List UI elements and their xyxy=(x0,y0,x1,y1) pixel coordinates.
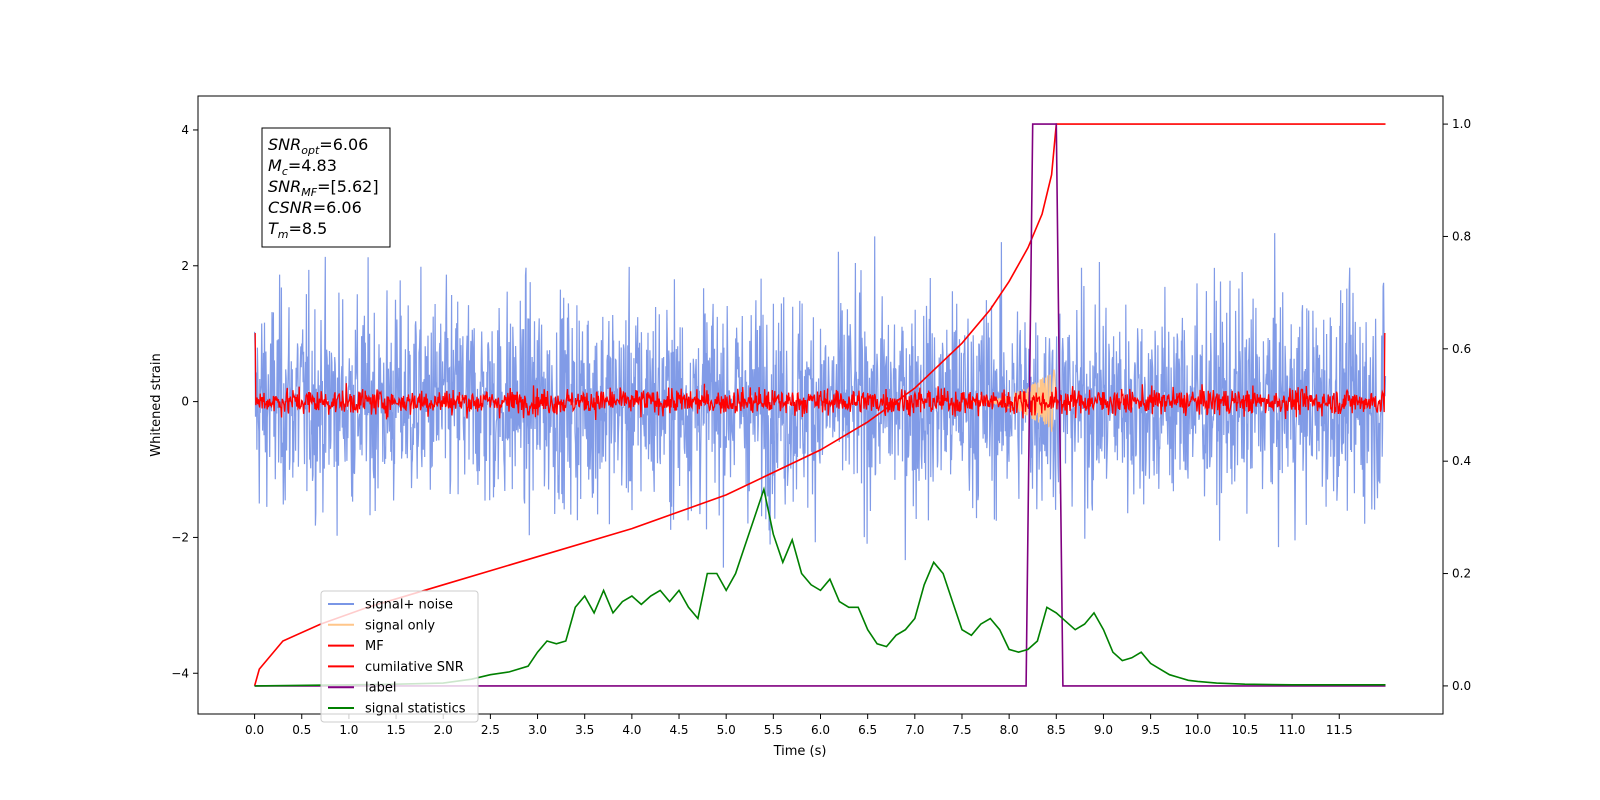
x-tick-label: 5.0 xyxy=(717,723,736,737)
x-tick-label: 10.5 xyxy=(1232,723,1259,737)
annotation-frame xyxy=(261,127,391,248)
x-tick-label: 0.5 xyxy=(292,723,311,737)
legend-frame xyxy=(320,590,479,723)
y-tick-label: 0 xyxy=(181,395,189,409)
series-signal-noise-line xyxy=(254,233,1387,568)
series-label-line xyxy=(254,123,1386,687)
legend-label: signal only xyxy=(365,618,435,633)
y2-tick-label: 1.0 xyxy=(1452,117,1471,131)
legend-label: signal+ noise xyxy=(365,598,453,613)
y-tick-label: −4 xyxy=(171,666,189,680)
y-tick-label: −2 xyxy=(171,530,189,544)
y2-tick-label: 0.0 xyxy=(1452,679,1471,693)
x-tick-label: 9.0 xyxy=(1094,723,1113,737)
x-tick-label: 11.5 xyxy=(1326,723,1353,737)
annotation-line: Mc=4.83 xyxy=(268,156,337,178)
y2-tick-label: 0.6 xyxy=(1452,342,1471,356)
annotation-line: Tm=8.5 xyxy=(268,219,327,241)
tick-group: 0.0 0.5 1.0 1.5 2.0 2.5 3.0 3.5 4.0 4.5 5.0 5.5 6.0 6… xyxy=(171,117,1471,737)
annotation-line: CSNR=6.06 xyxy=(268,198,362,217)
x-tick-label: 2.5 xyxy=(481,723,500,737)
legend-label: signal statistics xyxy=(365,702,466,717)
x-tick-label: 2.0 xyxy=(434,723,453,737)
x-tick-label: 8.5 xyxy=(1047,723,1066,737)
annotation-line: SNRopt=6.06 xyxy=(268,135,368,157)
x-tick-label: 1.5 xyxy=(387,723,406,737)
legend-label: label xyxy=(365,681,396,696)
x-tick-label: 8.0 xyxy=(1000,723,1019,737)
x-tick-label: 4.5 xyxy=(669,723,688,737)
y-axis-label: Whitened strain xyxy=(149,353,164,456)
annotation-line: SNRMF=[5.62] xyxy=(268,177,379,199)
x-tick-label: 9.5 xyxy=(1141,723,1160,737)
x-tick-label: 3.0 xyxy=(528,723,547,737)
y2-tick-label: 0.4 xyxy=(1452,454,1471,468)
x-tick-label: 4.0 xyxy=(622,723,641,737)
y2-tick-label: 0.2 xyxy=(1452,567,1471,581)
x-tick-label: 0.0 xyxy=(245,723,264,737)
legend-label: MF xyxy=(365,639,384,654)
y-tick-label: 4 xyxy=(181,123,189,137)
x-tick-label: 6.5 xyxy=(858,723,877,737)
x-tick-label: 7.5 xyxy=(952,723,971,737)
x-tick-label: 1.0 xyxy=(339,723,358,737)
legend: signal+ noise signal only MF cumilative SNR… xyxy=(320,590,479,723)
legend-label: cumilative SNR xyxy=(365,660,464,675)
x-axis-label: Time (s) xyxy=(773,744,827,759)
series-signal-statistics-line xyxy=(254,486,1386,687)
x-tick-label: 6.0 xyxy=(811,723,830,737)
x-tick-label: 3.5 xyxy=(575,723,594,737)
x-tick-label: 5.5 xyxy=(764,723,783,737)
y-tick-label: 2 xyxy=(181,259,189,273)
x-tick-label: 11.0 xyxy=(1279,723,1306,737)
x-tick-label: 7.0 xyxy=(905,723,924,737)
x-tick-label: 10.0 xyxy=(1184,723,1211,737)
series-mf-line xyxy=(254,333,1386,421)
y2-tick-label: 0.8 xyxy=(1452,229,1471,243)
